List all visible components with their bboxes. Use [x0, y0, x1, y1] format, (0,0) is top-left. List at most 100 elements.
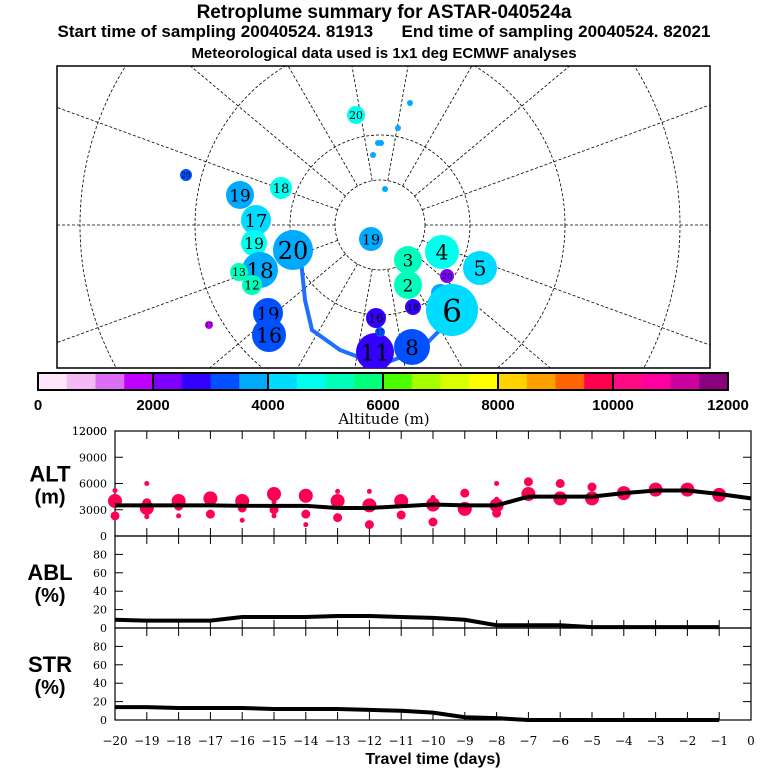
colorbar-swatch — [296, 373, 326, 390]
cluster-marker — [241, 230, 267, 256]
y-axis-unit: (%) — [34, 677, 65, 699]
cluster-label: 8 — [405, 336, 419, 361]
y-tick-label: 12000 — [72, 425, 107, 438]
cluster-marker — [241, 205, 271, 235]
meridian-line — [57, 107, 338, 210]
cluster-marker — [252, 318, 286, 352]
cluster-point — [176, 513, 182, 519]
y-tick-label: 80 — [93, 640, 107, 653]
cluster-point — [144, 481, 150, 486]
colorbar-swatch — [670, 373, 700, 390]
colorbar-tick-label: 10000 — [592, 397, 634, 414]
cluster-label: 20 — [278, 237, 309, 265]
plot-frame — [114, 535, 752, 629]
cluster-point — [271, 513, 277, 519]
cluster-label: 5 — [474, 257, 487, 281]
x-tick-label: −19 — [134, 734, 159, 748]
colorbar-swatch — [699, 373, 729, 390]
colorbar-swatch — [268, 373, 298, 390]
colorbar-swatch — [239, 373, 269, 390]
x-axis-title: Travel time (days) — [365, 751, 500, 768]
cluster-label: 12 — [244, 279, 259, 293]
y-tick-label: 0 — [100, 714, 107, 727]
colorbar-tick-label: 0 — [34, 397, 42, 414]
x-tick-label: 0 — [747, 734, 755, 748]
met-data-label: Meteorological data used is 1x1 deg ECMW… — [191, 45, 577, 62]
cluster-marker — [366, 308, 386, 328]
cluster-label: 20 — [181, 171, 191, 180]
y-tick-label: 0 — [100, 622, 107, 635]
colorbar-swatch — [613, 373, 643, 390]
series-line — [115, 705, 720, 722]
cluster-point — [205, 509, 215, 519]
cluster-point — [430, 495, 436, 500]
cluster-marker — [230, 263, 248, 281]
cluster-marker — [405, 299, 421, 315]
cluster-point — [303, 522, 309, 528]
colorbar-tick-label: 2000 — [136, 397, 169, 414]
cluster-label: 18 — [273, 182, 290, 197]
cluster-marker — [440, 269, 454, 283]
cluster-marker — [359, 227, 383, 251]
cluster-marker — [270, 177, 292, 199]
meridian-line — [414, 66, 571, 197]
colorbar-label: Altitude (m) — [337, 410, 429, 428]
cluster-point — [396, 510, 406, 520]
y-tick-label: 60 — [93, 659, 107, 672]
cluster-marker — [180, 169, 192, 181]
cluster-marker — [394, 271, 422, 299]
colorbar-tick-label: 6000 — [366, 397, 399, 414]
y-tick-label: 20 — [93, 696, 107, 709]
panel-abl: 0 20 40 60 80 ABL(%) — [27, 535, 752, 635]
cluster-point — [587, 482, 597, 492]
meridian-line — [387, 66, 409, 181]
x-tick-label: −11 — [389, 734, 414, 748]
y-axis-unit: (%) — [34, 585, 65, 607]
colorbar-swatch — [555, 373, 585, 390]
cluster-marker — [205, 321, 213, 329]
cluster-label: 20 — [349, 109, 363, 122]
y-axis-unit: (m) — [34, 487, 65, 509]
cluster-point — [298, 488, 313, 503]
x-tick-label: −16 — [230, 734, 255, 748]
y-axis-title: ALT — [29, 462, 71, 487]
x-tick-label: −8 — [488, 734, 506, 748]
cluster-point — [428, 517, 438, 527]
x-tick-label: −9 — [456, 734, 474, 748]
y-tick-label: 12000 — [72, 425, 107, 438]
colorbar-swatch — [325, 373, 355, 390]
colorbar-tick-label: 8000 — [481, 397, 514, 414]
y-tick-label: 40 — [93, 677, 107, 690]
colorbar-swatch — [153, 373, 183, 390]
series-line — [115, 488, 752, 510]
cluster-marker — [226, 181, 254, 209]
colorbar-swatch — [38, 373, 68, 390]
cluster-label: 17 — [205, 322, 213, 329]
cluster-marker — [394, 246, 422, 274]
meridian-line — [189, 66, 346, 197]
colorbar-swatch — [411, 373, 441, 390]
meridian-line — [422, 240, 710, 346]
colorbar-tick-label: 12000 — [707, 397, 749, 414]
x-tick-label: −4 — [615, 734, 633, 748]
small-cluster-marker — [370, 152, 376, 158]
cluster-label: 11 — [360, 341, 389, 367]
meridian-line — [354, 269, 373, 368]
meridian-line — [287, 66, 358, 187]
cluster-point — [492, 508, 502, 518]
x-tick-label: −14 — [293, 734, 319, 748]
small-cluster-marker — [407, 100, 413, 106]
colorbar: 0 2000 4000 6000 8000 10000 12000 — [34, 372, 749, 414]
x-tick-label: −1 — [710, 734, 728, 748]
start-time-label: Start time of sampling 20040524. 81913 — [57, 22, 374, 41]
cluster-label: 19 — [229, 185, 250, 205]
small-cluster-marker — [382, 186, 388, 192]
cluster-point — [555, 479, 565, 488]
meridian-line — [296, 263, 358, 368]
colorbar-swatch — [440, 373, 470, 390]
meridian-line — [422, 104, 710, 210]
x-tick-label: −6 — [551, 734, 569, 748]
y-tick-label: 60 — [93, 567, 107, 580]
